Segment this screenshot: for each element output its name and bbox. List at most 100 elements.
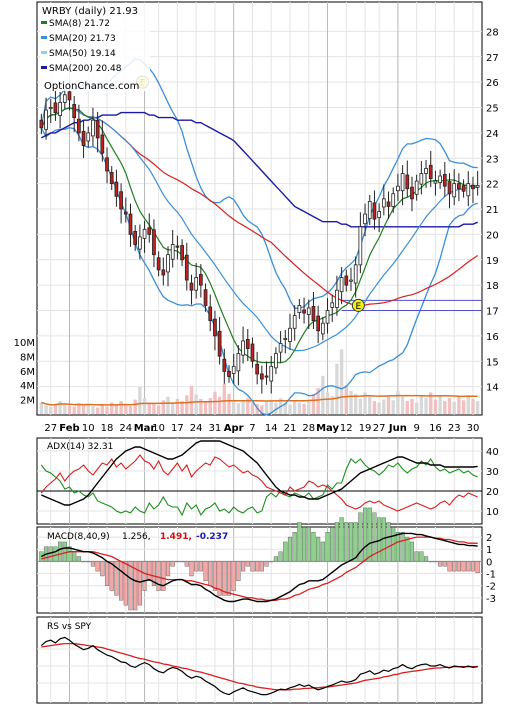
volume-bar — [429, 392, 433, 414]
macd-line — [40, 532, 478, 603]
candle-body — [335, 289, 339, 308]
macd-histogram-bar — [90, 561, 96, 567]
macd-tick-label: 1 — [486, 545, 492, 556]
volume-bar — [236, 403, 241, 414]
macd-histogram-bar — [156, 561, 161, 591]
candle-body — [39, 119, 44, 129]
candle-body — [199, 274, 203, 286]
adx-line — [41, 440, 478, 506]
volume-bar — [447, 398, 452, 414]
x-tick-label: Mar — [134, 423, 156, 434]
macd-histogram-bar — [165, 561, 171, 577]
x-tick-label: Jun — [388, 423, 407, 434]
volume-bar — [353, 393, 358, 414]
candle-body — [297, 305, 302, 313]
volume-bar — [77, 403, 81, 414]
volume-bar — [232, 401, 236, 414]
volume-bar — [217, 396, 222, 414]
volume-bar — [241, 400, 245, 414]
macd-histogram-bar — [123, 561, 128, 606]
macd-histogram-bar — [339, 517, 344, 562]
candle-body — [414, 180, 419, 195]
candle-body — [358, 226, 363, 266]
macd-histogram-bar — [226, 561, 232, 596]
macd-histogram-bar — [119, 561, 124, 601]
volume-bar — [152, 403, 156, 414]
earnings-marker-label: E — [356, 302, 362, 312]
x-tick-label: 21 — [284, 423, 297, 434]
candle-body — [405, 174, 410, 190]
macd-histogram-bar — [109, 561, 114, 591]
volume-bar — [227, 393, 231, 414]
candle-body — [128, 213, 133, 235]
macd-histogram-bar — [273, 556, 278, 562]
candle-body — [466, 183, 471, 197]
macd-histogram-bar — [203, 561, 208, 582]
candle-body — [381, 198, 386, 208]
volume-bar — [414, 402, 419, 414]
macd-histogram-bar — [367, 507, 372, 562]
price-tick-label: 21 — [486, 205, 499, 216]
macd-histogram-bar — [334, 522, 339, 562]
macd-histogram-bar — [438, 561, 443, 567]
x-tick-label: Apr — [224, 423, 244, 434]
volume-bar — [119, 401, 123, 414]
volume-bar — [250, 402, 255, 414]
x-tick-label: 24 — [190, 423, 203, 434]
candle-body — [208, 306, 213, 322]
volume-bar — [91, 406, 95, 414]
macd-histogram-bar — [250, 561, 255, 572]
volume-bar — [339, 349, 344, 414]
volume-bar — [142, 398, 147, 414]
x-tick-label: 28 — [302, 423, 315, 434]
volume-bar — [53, 403, 58, 414]
candle-body — [109, 172, 114, 185]
macd-histogram-bar — [466, 561, 471, 572]
candle-body — [72, 104, 77, 119]
volume-bar — [311, 393, 316, 414]
macd-histogram-bar — [278, 551, 283, 562]
volume-bar — [203, 402, 208, 414]
candle-body — [396, 185, 400, 192]
macd-histogram-bar — [245, 561, 250, 567]
macd-histogram-bar — [137, 561, 142, 606]
volume-bar — [372, 401, 377, 414]
volume-bar — [124, 403, 128, 414]
rs-line — [40, 636, 478, 696]
legend-sma200: SMA(200) 20.48 — [49, 64, 122, 74]
volume-bar — [396, 390, 400, 414]
legend-sma20: SMA(20) 21.73 — [49, 34, 116, 44]
candle-body — [138, 236, 142, 250]
adx-tick-label: 10 — [486, 507, 499, 518]
candle-body — [81, 130, 86, 146]
candle-body — [288, 327, 292, 342]
macd-histogram-bar — [184, 561, 189, 567]
volume-bar — [443, 401, 447, 414]
macd-histogram-bar — [170, 561, 175, 567]
x-tick-label: 17 — [171, 423, 184, 434]
candle-body — [410, 186, 414, 200]
volume-bar — [86, 403, 90, 414]
volume-bar — [171, 402, 175, 414]
x-tick-label: 30 — [467, 423, 480, 434]
x-tick-label: 7 — [249, 423, 255, 434]
volume-tick-label: 6M — [20, 367, 35, 378]
macd-histogram-bar — [409, 541, 415, 562]
candle-body — [222, 358, 227, 372]
volume-bar — [199, 398, 203, 414]
price-tick-label: 27 — [486, 53, 499, 64]
volume-bar — [410, 398, 414, 414]
candle-body — [100, 134, 105, 154]
candle-body — [53, 102, 58, 113]
price-layer: EE — [39, 57, 482, 416]
price-tick-label: 15 — [486, 357, 499, 368]
volume-bar — [457, 396, 461, 414]
candle-body — [283, 338, 288, 341]
candle-body — [156, 257, 161, 271]
price-tick-label: 26 — [486, 78, 499, 89]
candle-body — [189, 282, 194, 291]
macd-histogram-bar — [128, 561, 133, 611]
volume-bar — [95, 407, 100, 414]
volume-bar — [185, 395, 189, 414]
x-tick-label: May — [316, 423, 339, 434]
